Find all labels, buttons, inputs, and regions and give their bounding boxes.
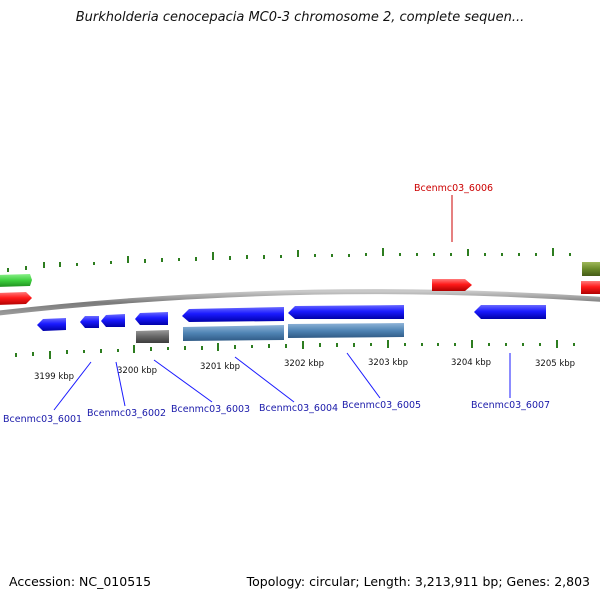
gene-feature-bcenmc03-6007[interactable]	[474, 305, 546, 319]
tick-label-3203: 3203 kbp	[368, 358, 408, 368]
gene-feature-forward-misc[interactable]	[582, 262, 600, 276]
chromosome-backbone	[0, 289, 600, 316]
gene-label-bcenmc03-6004[interactable]: Bcenmc03_6004	[259, 403, 338, 414]
gene-feature-forward-rna[interactable]	[0, 274, 32, 287]
tick-label-3201: 3201 kbp	[200, 362, 240, 372]
inner-tick-row	[15, 340, 575, 359]
label-leader-lines	[53, 352, 511, 411]
tick-label-3204: 3204 kbp	[451, 358, 491, 368]
gene-label-bcenmc03-6005[interactable]: Bcenmc03_6005	[342, 400, 421, 411]
gene-label-bcenmc03-6006[interactable]: Bcenmc03_6006	[414, 183, 493, 194]
tick-label-3202: 3202 kbp	[284, 359, 324, 369]
map-title: Burkholderia cenocepacia MC0-3 chromosom…	[75, 10, 525, 25]
gene-feature-bcenmc03-6005-cds[interactable]	[288, 323, 404, 338]
gene-feature-bcenmc03-6005[interactable]	[288, 305, 404, 319]
sequence-info-text: Topology: circular; Length: 3,213,911 bp…	[246, 574, 590, 589]
gene-feature-bcenmc03-6003[interactable]	[135, 312, 168, 325]
reverse-strand-features	[37, 305, 546, 343]
gene-feature-bcenmc03-6001[interactable]	[37, 318, 66, 331]
gene-label-bcenmc03-6007[interactable]: Bcenmc03_6007	[471, 400, 550, 411]
gene-label-bcenmc03-6003[interactable]: Bcenmc03_6003	[171, 404, 250, 415]
forward-strand-features	[0, 262, 600, 305]
tick-label-3199: 3199 kbp	[34, 372, 74, 382]
tick-label-3200: 3200 kbp	[117, 366, 157, 376]
tick-label-3205: 3205 kbp	[535, 359, 575, 369]
gene-feature-bcenmc03-6006[interactable]	[432, 279, 472, 291]
gene-feature-bcenmc03-6004-cds[interactable]	[183, 325, 284, 341]
gene-label-bcenmc03-6001[interactable]: Bcenmc03_6001	[3, 414, 82, 425]
gene-feature-forward-left[interactable]	[0, 292, 32, 305]
gene-feature-bcenmc03-6002a[interactable]	[80, 316, 99, 328]
gene-feature-bcenmc03-6003-cds[interactable]	[136, 330, 169, 343]
outer-tick-row	[7, 248, 571, 272]
gene-label-bcenmc03-6002[interactable]: Bcenmc03_6002	[87, 408, 166, 419]
gene-feature-bcenmc03-6004[interactable]	[182, 307, 284, 322]
accession-text: Accession: NC_010515	[9, 574, 152, 589]
gene-feature-bcenmc03-6002b[interactable]	[101, 314, 125, 327]
gene-feature-forward-right[interactable]	[581, 281, 600, 294]
